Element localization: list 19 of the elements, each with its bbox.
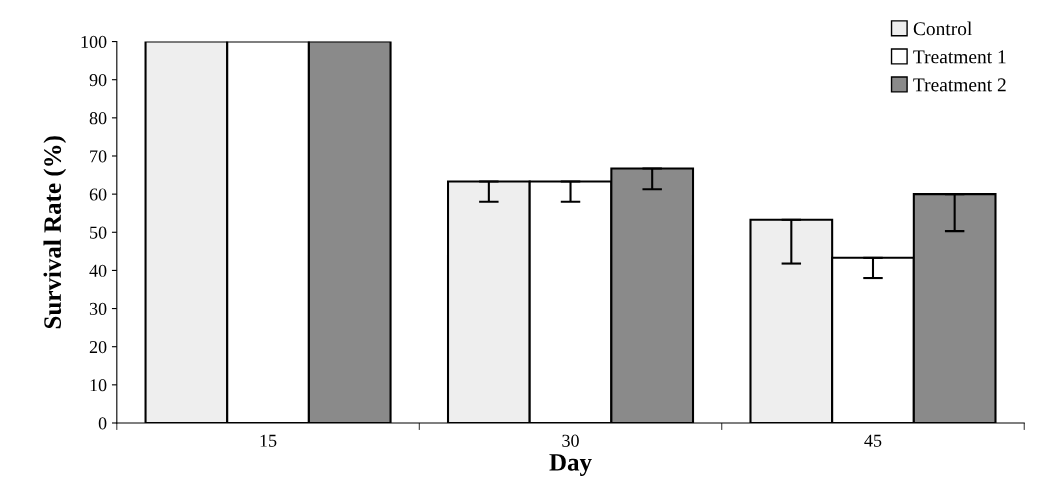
y-tick-label: 20 — [89, 340, 107, 354]
y-axis-title: Survival Rate (%) — [43, 136, 67, 329]
y-tick-label: 90 — [89, 73, 107, 87]
x-axis-title: Day — [549, 454, 592, 476]
y-tick-label: 30 — [89, 302, 107, 315]
x-tick-label: 30 — [562, 434, 579, 447]
y-tick-label: 60 — [89, 188, 107, 201]
legend-label: Treatment 1 — [913, 50, 1006, 64]
x-tick-label: 45 — [864, 434, 882, 447]
legend-label: Control — [913, 21, 972, 36]
y-tick-label: 70 — [90, 150, 107, 163]
y-tick-label: 10 — [90, 379, 107, 392]
y-tick-label: 50 — [90, 226, 107, 239]
x-tick-label: 15 — [260, 434, 277, 447]
legend-label: Treatment 2 — [913, 78, 1006, 92]
y-tick-label: 0 — [98, 417, 107, 430]
y-tick-label: 100 — [81, 35, 107, 49]
y-tick-label: 80 — [89, 112, 107, 125]
y-tick-label: 40 — [89, 264, 107, 277]
